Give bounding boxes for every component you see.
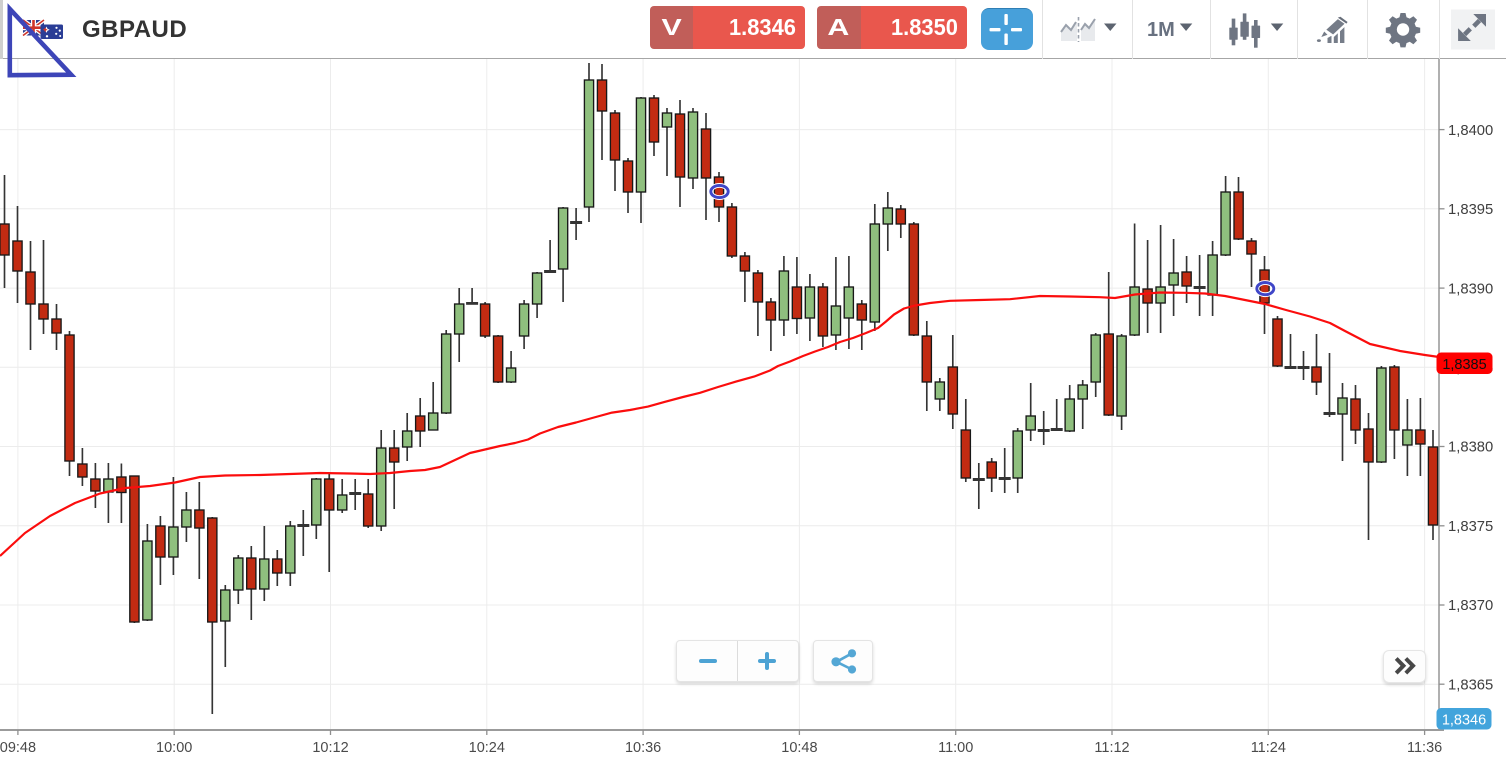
svg-text:1,8380: 1,8380 — [1448, 440, 1493, 456]
svg-text:09:48: 09:48 — [0, 740, 36, 756]
svg-text:10:12: 10:12 — [312, 740, 348, 756]
svg-text:11:00: 11:00 — [938, 740, 973, 756]
svg-text:1,8390: 1,8390 — [1448, 281, 1493, 297]
svg-text:1M: 1M — [1147, 19, 1175, 41]
svg-text:1,8365: 1,8365 — [1448, 677, 1493, 693]
svg-text:1,8395: 1,8395 — [1448, 202, 1493, 218]
svg-text:10:00: 10:00 — [156, 740, 192, 756]
svg-text:11:36: 11:36 — [1407, 740, 1442, 756]
svg-text:1,8375: 1,8375 — [1448, 519, 1493, 535]
svg-text:1,8346: 1,8346 — [1442, 713, 1486, 729]
svg-text:10:48: 10:48 — [781, 740, 817, 756]
svg-text:10:24: 10:24 — [469, 740, 505, 756]
svg-text:1,8400: 1,8400 — [1448, 123, 1493, 139]
svg-text:11:24: 11:24 — [1251, 740, 1286, 756]
svg-text:11:12: 11:12 — [1094, 740, 1129, 756]
svg-text:10:36: 10:36 — [625, 740, 661, 756]
svg-text:1,8370: 1,8370 — [1448, 598, 1493, 614]
svg-text:1,8385: 1,8385 — [1442, 357, 1486, 373]
